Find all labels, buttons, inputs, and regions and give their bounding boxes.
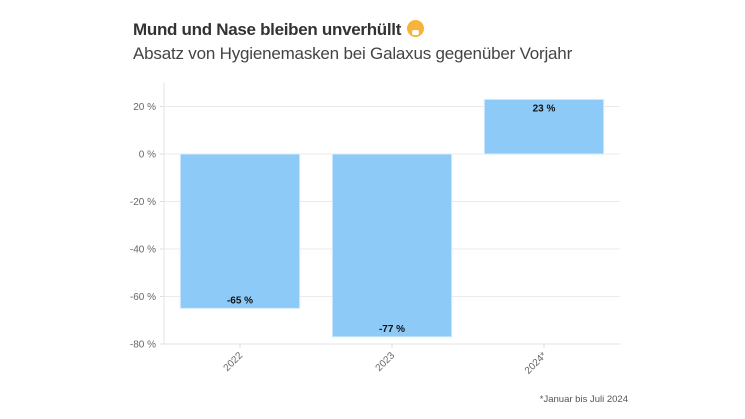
chart-title-text: Mund und Nase bleiben unverhüllt: [133, 20, 402, 39]
footnote: *Januar bis Juli 2024: [539, 394, 628, 405]
y-tick-label: 20 %: [133, 102, 156, 113]
face-with-medical-mask-icon: [407, 20, 425, 37]
x-tick-label: 2023: [374, 350, 398, 374]
bar: [179, 153, 301, 309]
chart-title: Mund und Nase bleiben unverhüllt: [133, 20, 425, 40]
bar: [483, 98, 605, 155]
data-label: -77 %: [379, 324, 405, 335]
y-tick-label: -40 %: [130, 245, 156, 256]
bar: [331, 153, 453, 338]
data-label: 23 %: [533, 103, 556, 114]
chart-subtitle: Absatz von Hygienemasken bei Galaxus geg…: [133, 44, 573, 63]
y-tick-label: -20 %: [130, 197, 156, 208]
x-tick-label: 2022: [222, 350, 246, 374]
y-tick-label: 0 %: [139, 150, 156, 161]
data-label: -65 %: [227, 295, 253, 306]
y-tick-label: -60 %: [130, 292, 156, 303]
y-tick-label: -80 %: [130, 340, 156, 351]
x-tick-label: 2024*: [523, 350, 549, 376]
